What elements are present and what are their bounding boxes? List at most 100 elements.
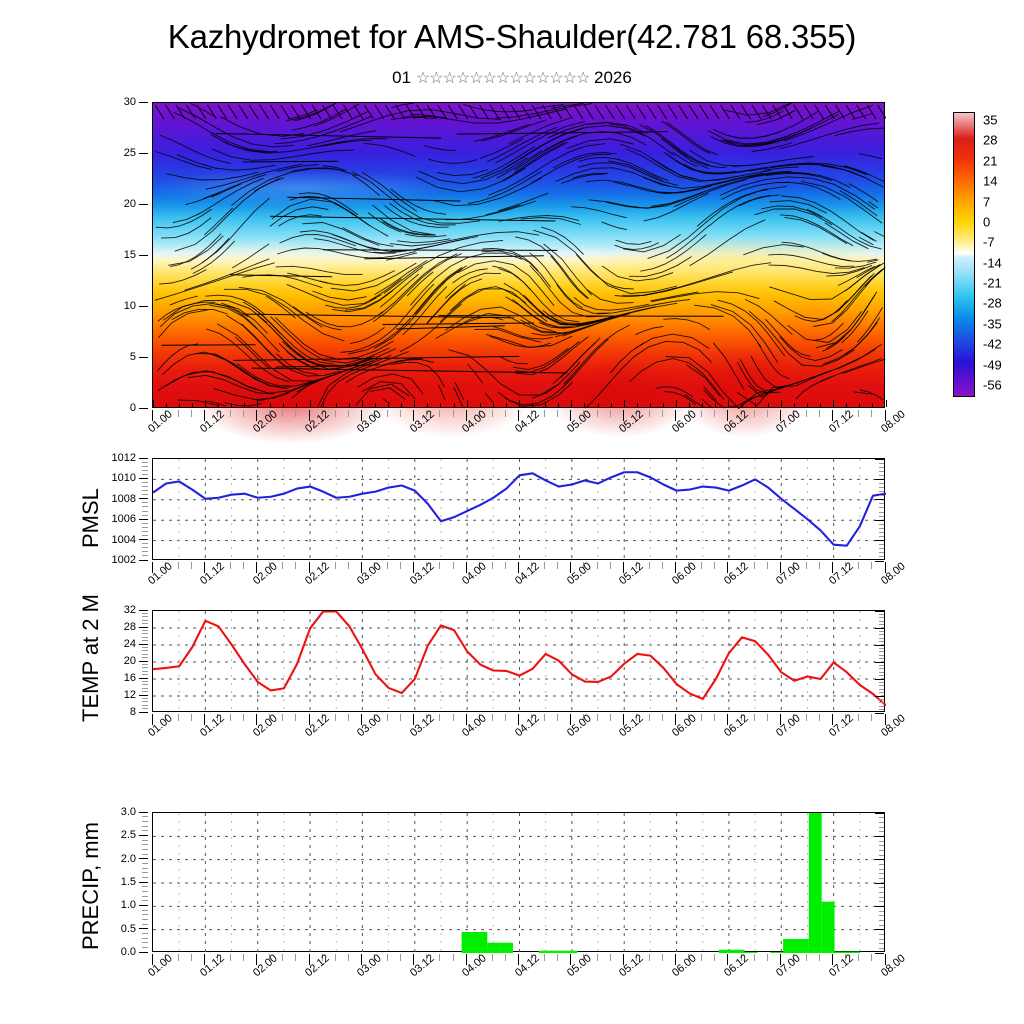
- streamline: [187, 374, 275, 395]
- streamline: [508, 117, 570, 145]
- temperature-blob: [153, 169, 446, 207]
- streamline: [601, 221, 627, 231]
- precip-x-minor-tickmark: [766, 954, 768, 961]
- streamline: [275, 364, 380, 368]
- streamline: [275, 265, 363, 276]
- cross-section-inner-tick: [165, 403, 167, 407]
- temp-y-minor-tickmark: [142, 667, 148, 669]
- streamline: [207, 400, 227, 407]
- streamline: [340, 319, 403, 353]
- precip-x-tickmark: [622, 954, 624, 965]
- precip-y-tick: 1.0: [120, 899, 136, 912]
- streamline: [512, 347, 569, 371]
- subtitle-month-stars: ☆☆☆☆☆☆☆☆☆☆☆☆☆: [415, 70, 590, 87]
- streamline: [860, 231, 877, 242]
- pmsl-y-tickmark: [139, 518, 148, 520]
- cross-section-x-tickmark: [832, 410, 834, 421]
- precip-right-tick: [879, 873, 884, 875]
- streamline: [488, 143, 606, 196]
- pmsl-x-minor-tickmark: [583, 562, 585, 569]
- temp-right-tick: [879, 692, 884, 694]
- streamline: [594, 104, 605, 120]
- streamline: [859, 389, 884, 401]
- streamline: [155, 151, 213, 171]
- cross-section-x-minor-tickmark: [400, 410, 402, 417]
- pmsl-x-minor-tickmark: [334, 562, 336, 569]
- precip-x-minor-tickmark: [544, 954, 546, 961]
- cross-section-x-minor-tickmark: [596, 410, 598, 417]
- precip-x-minor-tickmark: [452, 954, 454, 961]
- pmsl-x-tickmark: [675, 562, 677, 573]
- pmsl-y-minor-tickmark: [142, 502, 148, 504]
- pmsl-x-minor-tickmark: [648, 562, 650, 569]
- colorbar-tick: 14: [983, 173, 998, 189]
- pmsl-x-minor-tickmark: [374, 562, 376, 569]
- pmsl-y-minor-tickmark: [142, 461, 148, 463]
- precip-x-minor-tickmark: [648, 954, 650, 961]
- streamline: [768, 253, 855, 267]
- pmsl-x-minor-tickmark: [701, 562, 703, 569]
- temp-x-minor-tickmark: [544, 714, 546, 721]
- temp-x-tickmark: [465, 714, 467, 725]
- temp-x-minor-tickmark: [400, 714, 402, 721]
- streamline: [856, 104, 866, 120]
- cross-section-y-tickmark: [139, 407, 148, 409]
- pmsl-x-minor-tickmark: [478, 562, 480, 569]
- cross-section-x-minor-tickmark: [190, 410, 192, 417]
- precip-y-tickmark: [139, 811, 148, 813]
- cross-section-y-tickmark: [139, 203, 148, 205]
- cross-section-y-tickmark: [139, 152, 148, 154]
- precip-x-minor-tickmark: [871, 954, 873, 961]
- streamline: [784, 216, 848, 245]
- streamline: [382, 322, 535, 325]
- streamline: [543, 243, 592, 296]
- streamline: [154, 262, 275, 301]
- streamline: [646, 104, 657, 120]
- precip-bar: [731, 949, 745, 953]
- precip-x-minor-tickmark: [164, 954, 166, 961]
- streamline: [294, 103, 337, 122]
- precip-x-minor-tickmark: [282, 954, 284, 961]
- streamline: [406, 271, 434, 297]
- precip-y-minor-tickmark: [142, 932, 148, 934]
- cross-section-inner-tick: [715, 403, 717, 407]
- streamline: [502, 141, 569, 181]
- streamline: [694, 304, 762, 348]
- precip-y-tickmark: [139, 951, 148, 953]
- precip-bar: [770, 952, 784, 953]
- streamline: [709, 104, 720, 120]
- temp-right-tick: [879, 617, 884, 619]
- cross-section-inner-tick: [702, 403, 704, 407]
- streamline: [852, 113, 874, 120]
- pmsl-x-label: 03.12: [407, 560, 437, 588]
- streamline: [402, 286, 448, 336]
- temp-x-label: 08.00: [879, 712, 908, 740]
- temp-x-minor-tickmark: [491, 714, 493, 721]
- streamline: [765, 172, 832, 182]
- streamline: [290, 104, 301, 120]
- subtitle: 01 ☆☆☆☆☆☆☆☆☆☆☆☆☆ 2026: [0, 68, 1024, 88]
- temp-x-label: 02.00: [250, 712, 280, 740]
- temp-x-label: 02.12: [303, 712, 332, 740]
- pmsl-panel: [152, 458, 887, 562]
- streamline: [822, 252, 877, 262]
- precip-x-minor-tickmark: [819, 954, 821, 961]
- streamline: [415, 167, 526, 193]
- precip-x-label: 05.12: [617, 952, 647, 980]
- streamline: [762, 103, 792, 118]
- temp-x-minor-tickmark: [269, 714, 271, 721]
- precip-right-tick: [879, 919, 884, 921]
- streamline: [468, 104, 479, 120]
- temp-right-tick: [875, 712, 884, 714]
- streamline: [305, 311, 384, 328]
- streamline: [161, 351, 261, 383]
- temp-y-tick: 24: [123, 638, 136, 650]
- streamline: [280, 110, 369, 140]
- cross-section-inner-tick: [728, 400, 730, 407]
- streamline: [748, 172, 811, 178]
- streamline: [302, 222, 380, 246]
- streamline: [456, 131, 668, 135]
- temp-x-minor-tickmark: [216, 714, 218, 721]
- temp-y-minor-tickmark: [142, 619, 148, 621]
- streamline: [159, 303, 249, 328]
